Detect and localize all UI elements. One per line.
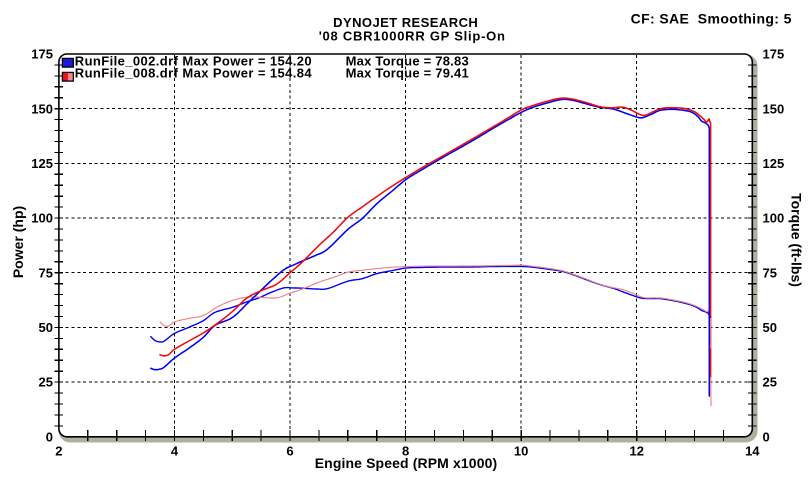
svg-text:125: 125	[763, 156, 785, 171]
svg-text:75: 75	[39, 265, 53, 280]
svg-text:75: 75	[763, 265, 777, 280]
svg-text:150: 150	[763, 101, 785, 116]
svg-text:2: 2	[55, 444, 62, 459]
svg-text:0: 0	[46, 429, 53, 444]
svg-text:50: 50	[39, 320, 53, 335]
svg-text:6: 6	[286, 444, 293, 459]
svg-text:25: 25	[763, 375, 777, 390]
svg-text:CF: SAE Smoothing: 5: CF: SAE Smoothing: 5	[631, 10, 792, 26]
svg-text:50: 50	[763, 320, 777, 335]
svg-text:175: 175	[763, 47, 785, 62]
svg-text:RunFile_002.drf Max Power = 15: RunFile_002.drf Max Power = 154.20	[75, 54, 312, 69]
svg-text:Max Torque = 78.83: Max Torque = 78.83	[346, 54, 469, 69]
svg-text:Max Torque = 79.41: Max Torque = 79.41	[346, 66, 469, 81]
svg-text:8: 8	[402, 444, 409, 459]
svg-text:4: 4	[171, 444, 179, 459]
svg-text:100: 100	[763, 211, 785, 226]
svg-text:10: 10	[514, 444, 528, 459]
svg-text:175: 175	[31, 47, 53, 62]
svg-text:125: 125	[31, 156, 53, 171]
svg-text:DYNOJET RESEARCH: DYNOJET RESEARCH	[333, 15, 478, 30]
svg-text:Power (hp): Power (hp)	[10, 206, 26, 278]
svg-text:12: 12	[629, 444, 643, 459]
svg-text:14: 14	[745, 444, 760, 459]
svg-text:100: 100	[31, 211, 53, 226]
svg-text:150: 150	[31, 101, 53, 116]
svg-text:0: 0	[763, 429, 770, 444]
svg-text:Torque (ft-lbs): Torque (ft-lbs)	[789, 193, 805, 287]
svg-text:'08 CBR1000RR GP Slip-On: '08 CBR1000RR GP Slip-On	[319, 28, 506, 43]
svg-text:25: 25	[39, 375, 53, 390]
svg-text:RunFile_008.drf Max Power = 15: RunFile_008.drf Max Power = 154.84	[75, 66, 313, 81]
svg-text:Engine Speed (RPM x1000): Engine Speed (RPM x1000)	[315, 455, 498, 471]
